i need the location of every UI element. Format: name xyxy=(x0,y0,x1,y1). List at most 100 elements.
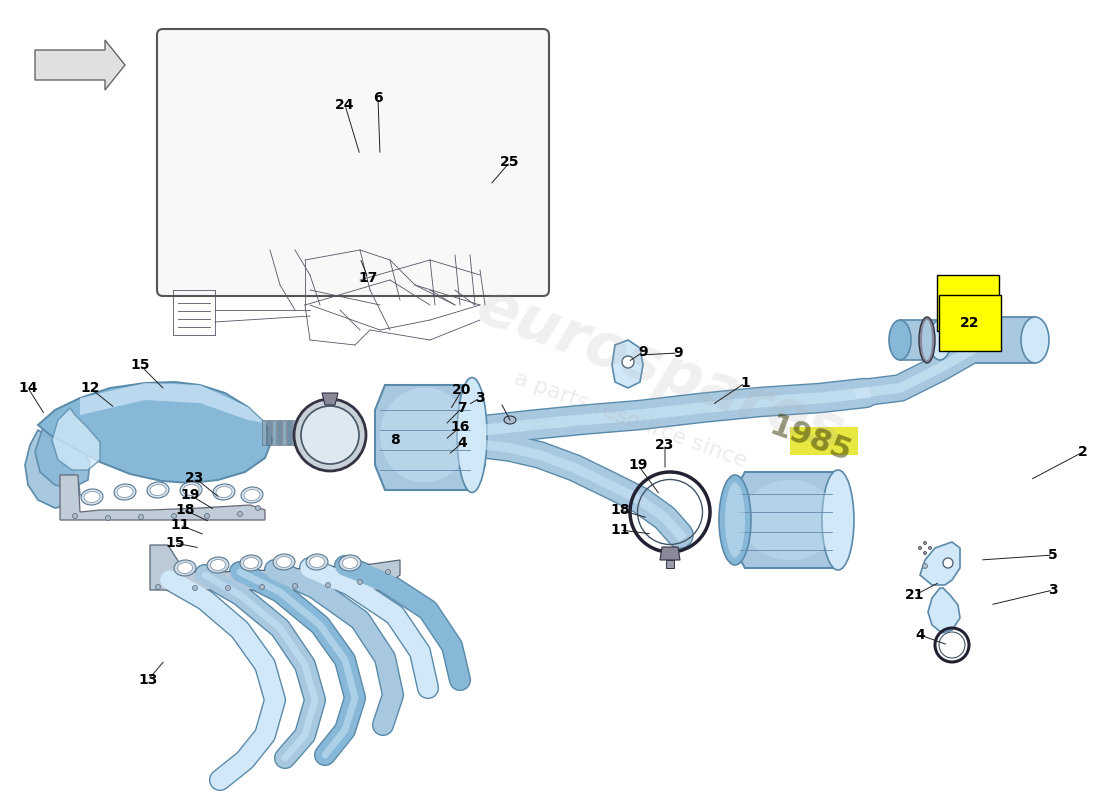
Text: 7: 7 xyxy=(458,401,466,415)
Ellipse shape xyxy=(226,586,231,590)
Ellipse shape xyxy=(255,506,261,510)
Polygon shape xyxy=(35,40,125,90)
Ellipse shape xyxy=(114,484,136,500)
Ellipse shape xyxy=(117,486,133,498)
Text: 9: 9 xyxy=(673,346,683,360)
Text: 18: 18 xyxy=(175,503,195,517)
Ellipse shape xyxy=(1021,317,1049,363)
Ellipse shape xyxy=(943,558,953,568)
Text: 5: 5 xyxy=(1048,548,1058,562)
Text: 1: 1 xyxy=(740,376,750,390)
Text: 21: 21 xyxy=(905,588,925,602)
Text: 4: 4 xyxy=(458,436,466,450)
Ellipse shape xyxy=(301,406,359,464)
Polygon shape xyxy=(732,472,850,568)
Ellipse shape xyxy=(924,551,926,554)
Ellipse shape xyxy=(150,485,166,495)
Text: eurospares: eurospares xyxy=(469,276,851,464)
Polygon shape xyxy=(282,420,286,445)
Ellipse shape xyxy=(241,487,263,503)
Text: 4: 4 xyxy=(915,628,925,642)
Ellipse shape xyxy=(924,542,926,545)
Ellipse shape xyxy=(216,486,232,498)
Ellipse shape xyxy=(180,482,202,498)
Text: 15: 15 xyxy=(165,536,185,550)
Text: 22: 22 xyxy=(960,316,980,330)
Polygon shape xyxy=(272,420,276,445)
Ellipse shape xyxy=(244,490,260,501)
Ellipse shape xyxy=(183,485,199,495)
Ellipse shape xyxy=(889,320,911,360)
Ellipse shape xyxy=(456,378,487,493)
Text: 3: 3 xyxy=(475,391,485,405)
Ellipse shape xyxy=(725,482,745,558)
Ellipse shape xyxy=(84,491,100,502)
Text: 23: 23 xyxy=(656,438,674,452)
Ellipse shape xyxy=(139,514,143,519)
Text: 1985: 1985 xyxy=(764,412,855,468)
Polygon shape xyxy=(52,408,100,470)
Ellipse shape xyxy=(177,562,192,574)
Polygon shape xyxy=(292,420,296,445)
Polygon shape xyxy=(35,415,90,488)
Text: 9: 9 xyxy=(638,345,648,359)
Ellipse shape xyxy=(719,475,751,565)
Ellipse shape xyxy=(172,514,176,518)
Polygon shape xyxy=(660,547,680,560)
Ellipse shape xyxy=(81,489,103,505)
Polygon shape xyxy=(60,475,265,520)
Text: 10: 10 xyxy=(958,296,978,310)
Text: 8: 8 xyxy=(390,433,400,447)
FancyBboxPatch shape xyxy=(157,29,549,296)
Ellipse shape xyxy=(205,514,209,518)
Ellipse shape xyxy=(240,555,262,571)
Ellipse shape xyxy=(922,320,932,360)
Text: 19: 19 xyxy=(180,488,200,502)
Ellipse shape xyxy=(155,585,161,590)
Polygon shape xyxy=(920,542,960,585)
Text: 6: 6 xyxy=(373,91,383,105)
Ellipse shape xyxy=(276,557,292,567)
Text: 18: 18 xyxy=(610,503,629,517)
Bar xyxy=(790,427,858,455)
Ellipse shape xyxy=(273,554,295,570)
Ellipse shape xyxy=(174,560,196,576)
Ellipse shape xyxy=(106,515,110,521)
Ellipse shape xyxy=(294,399,366,471)
Ellipse shape xyxy=(210,559,225,570)
Polygon shape xyxy=(150,545,400,590)
Polygon shape xyxy=(267,420,271,445)
Ellipse shape xyxy=(213,484,235,500)
Polygon shape xyxy=(612,340,643,388)
Text: 19: 19 xyxy=(628,458,648,472)
Ellipse shape xyxy=(930,320,952,360)
Polygon shape xyxy=(39,382,272,483)
Text: 12: 12 xyxy=(80,381,100,395)
Polygon shape xyxy=(666,560,674,568)
Text: 13: 13 xyxy=(139,673,157,687)
Ellipse shape xyxy=(339,555,361,571)
Ellipse shape xyxy=(928,546,932,550)
Text: 23: 23 xyxy=(185,471,205,485)
Ellipse shape xyxy=(385,570,390,574)
Text: 17: 17 xyxy=(359,271,377,285)
Ellipse shape xyxy=(923,563,927,569)
Text: 20: 20 xyxy=(452,383,472,397)
Ellipse shape xyxy=(379,387,470,482)
Ellipse shape xyxy=(147,482,169,498)
Ellipse shape xyxy=(822,470,854,570)
Ellipse shape xyxy=(342,558,358,569)
Ellipse shape xyxy=(306,554,328,570)
Ellipse shape xyxy=(293,583,297,589)
Polygon shape xyxy=(928,588,960,633)
Ellipse shape xyxy=(358,579,363,585)
Polygon shape xyxy=(262,420,266,445)
Text: 24: 24 xyxy=(336,98,354,112)
Ellipse shape xyxy=(918,546,922,550)
Ellipse shape xyxy=(621,356,634,368)
Ellipse shape xyxy=(73,514,77,518)
Polygon shape xyxy=(80,383,265,423)
Ellipse shape xyxy=(504,416,516,424)
Polygon shape xyxy=(900,320,940,360)
Text: 16: 16 xyxy=(450,420,470,434)
